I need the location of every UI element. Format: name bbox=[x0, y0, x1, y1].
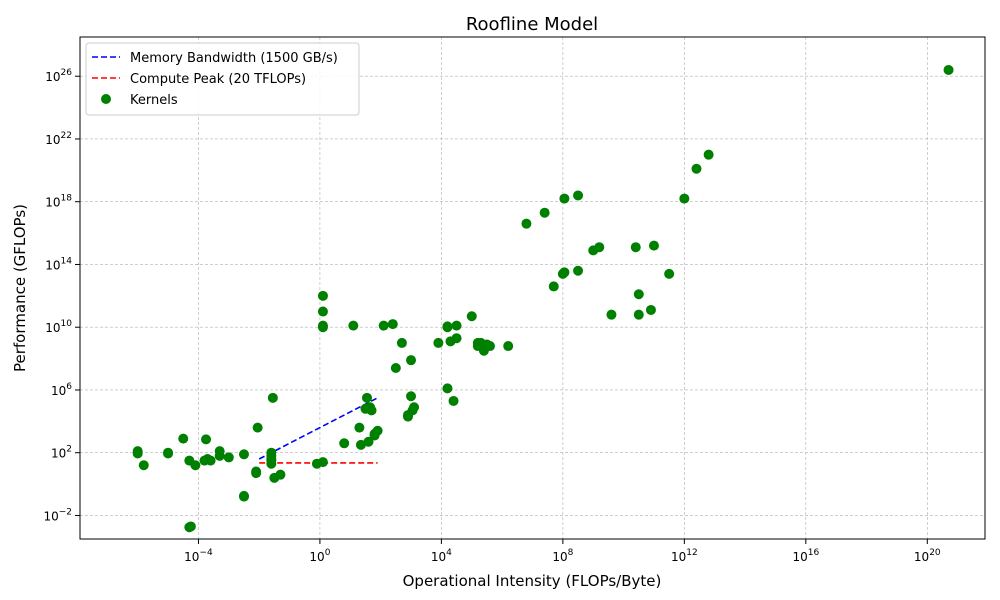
kernel-point bbox=[633, 289, 644, 300]
kernel-point bbox=[573, 190, 584, 201]
y-tick-label: 106 bbox=[51, 382, 72, 398]
kernel-point bbox=[348, 320, 359, 331]
kernel-point bbox=[252, 422, 263, 433]
y-tick-label: 1014 bbox=[45, 256, 72, 272]
kernel-point bbox=[361, 392, 372, 403]
kernel-point bbox=[163, 448, 174, 459]
kernel-point bbox=[503, 341, 514, 352]
kernel-point bbox=[185, 521, 196, 532]
kernel-point bbox=[355, 439, 366, 450]
x-tick-label: 108 bbox=[552, 548, 573, 564]
kernel-point bbox=[275, 469, 286, 480]
legend-memory-label: Memory Bandwidth (1500 GB/s) bbox=[130, 51, 338, 66]
kernel-point bbox=[317, 290, 328, 301]
legend-compute-label: Compute Peak (20 TFLOPs) bbox=[130, 72, 306, 87]
y-axis-label: Performance (GFLOPs) bbox=[11, 204, 29, 372]
kernel-point bbox=[703, 149, 714, 160]
kernel-point bbox=[645, 304, 656, 315]
kernel-point bbox=[138, 460, 149, 471]
x-tick-label: 1020 bbox=[914, 548, 941, 564]
x-tick-label: 10−4 bbox=[184, 548, 213, 564]
kernel-point bbox=[267, 392, 278, 403]
kernel-point bbox=[378, 320, 389, 331]
kernel-point bbox=[679, 193, 690, 204]
kernel-point bbox=[251, 466, 262, 477]
x-tick-label: 104 bbox=[431, 548, 452, 564]
kernel-point bbox=[466, 311, 477, 322]
y-tick-label: 1018 bbox=[45, 194, 72, 210]
kernel-point bbox=[606, 309, 617, 320]
kernel-point bbox=[442, 383, 453, 394]
kernel-point bbox=[238, 449, 249, 460]
kernel-point bbox=[433, 337, 444, 348]
kernel-point bbox=[266, 458, 277, 469]
kernel-point bbox=[451, 320, 462, 331]
kernel-point bbox=[442, 321, 453, 332]
kernel-point bbox=[238, 491, 249, 502]
kernel-point bbox=[633, 309, 644, 320]
kernel-point bbox=[594, 242, 605, 253]
kernel-point bbox=[363, 436, 374, 447]
y-tick-label: 1010 bbox=[45, 319, 72, 335]
kernel-point bbox=[178, 433, 189, 444]
kernel-point bbox=[559, 193, 570, 204]
kernel-point bbox=[317, 457, 328, 468]
kernel-point bbox=[573, 265, 584, 276]
legend: Memory Bandwidth (1500 GB/s) Compute Pea… bbox=[85, 42, 360, 116]
kernel-point bbox=[943, 64, 954, 75]
x-tick-label: 1016 bbox=[792, 548, 819, 564]
kernel-point bbox=[132, 448, 143, 459]
kernel-point bbox=[390, 363, 401, 374]
kernel-point bbox=[190, 460, 201, 471]
kernel-points bbox=[132, 64, 954, 533]
kernel-point bbox=[339, 438, 350, 449]
kernel-point bbox=[201, 434, 212, 445]
x-tick-label: 100 bbox=[309, 548, 330, 564]
memory-bandwidth-line bbox=[258, 397, 378, 460]
kernel-point bbox=[354, 422, 365, 433]
kernel-point bbox=[448, 395, 459, 406]
kernel-point bbox=[372, 425, 383, 436]
x-tick-label: 1012 bbox=[671, 548, 698, 564]
legend-kernels-marker bbox=[101, 94, 111, 104]
kernel-point bbox=[664, 268, 675, 279]
kernel-point bbox=[317, 306, 328, 317]
kernel-point bbox=[214, 450, 225, 461]
kernel-point bbox=[396, 337, 407, 348]
kernel-point bbox=[406, 355, 417, 366]
kernel-point bbox=[387, 319, 398, 330]
kernel-point bbox=[409, 402, 420, 413]
kernel-point bbox=[521, 218, 532, 229]
y-tick-label: 1026 bbox=[45, 68, 72, 84]
kernel-point bbox=[223, 452, 234, 463]
kernel-point bbox=[559, 267, 570, 278]
kernel-point bbox=[406, 391, 417, 402]
chart-title: Roofline Model bbox=[466, 14, 598, 35]
legend-box bbox=[85, 42, 360, 116]
kernel-point bbox=[630, 242, 641, 253]
legend-kernels-label: Kernels bbox=[130, 93, 178, 108]
y-tick-label: 10−2 bbox=[43, 507, 72, 523]
kernel-point bbox=[548, 281, 559, 292]
kernel-point bbox=[317, 320, 328, 331]
y-axis-ticks: 10−2 102 106 1010 1014 1018 1022 1026 bbox=[43, 68, 80, 523]
y-tick-label: 1022 bbox=[45, 131, 72, 147]
kernel-point bbox=[648, 240, 659, 251]
kernel-point bbox=[366, 405, 377, 416]
kernel-point bbox=[205, 455, 216, 466]
plot-frame bbox=[79, 36, 986, 540]
kernel-point bbox=[451, 333, 462, 344]
x-axis-ticks: 10−4 100 104 108 1012 1016 1020 bbox=[184, 539, 941, 564]
kernel-point bbox=[484, 341, 495, 352]
kernel-point bbox=[539, 207, 550, 218]
kernel-point bbox=[691, 163, 702, 174]
y-tick-label: 102 bbox=[51, 445, 72, 461]
x-axis-label: Operational Intensity (FLOPs/Byte) bbox=[403, 572, 662, 590]
